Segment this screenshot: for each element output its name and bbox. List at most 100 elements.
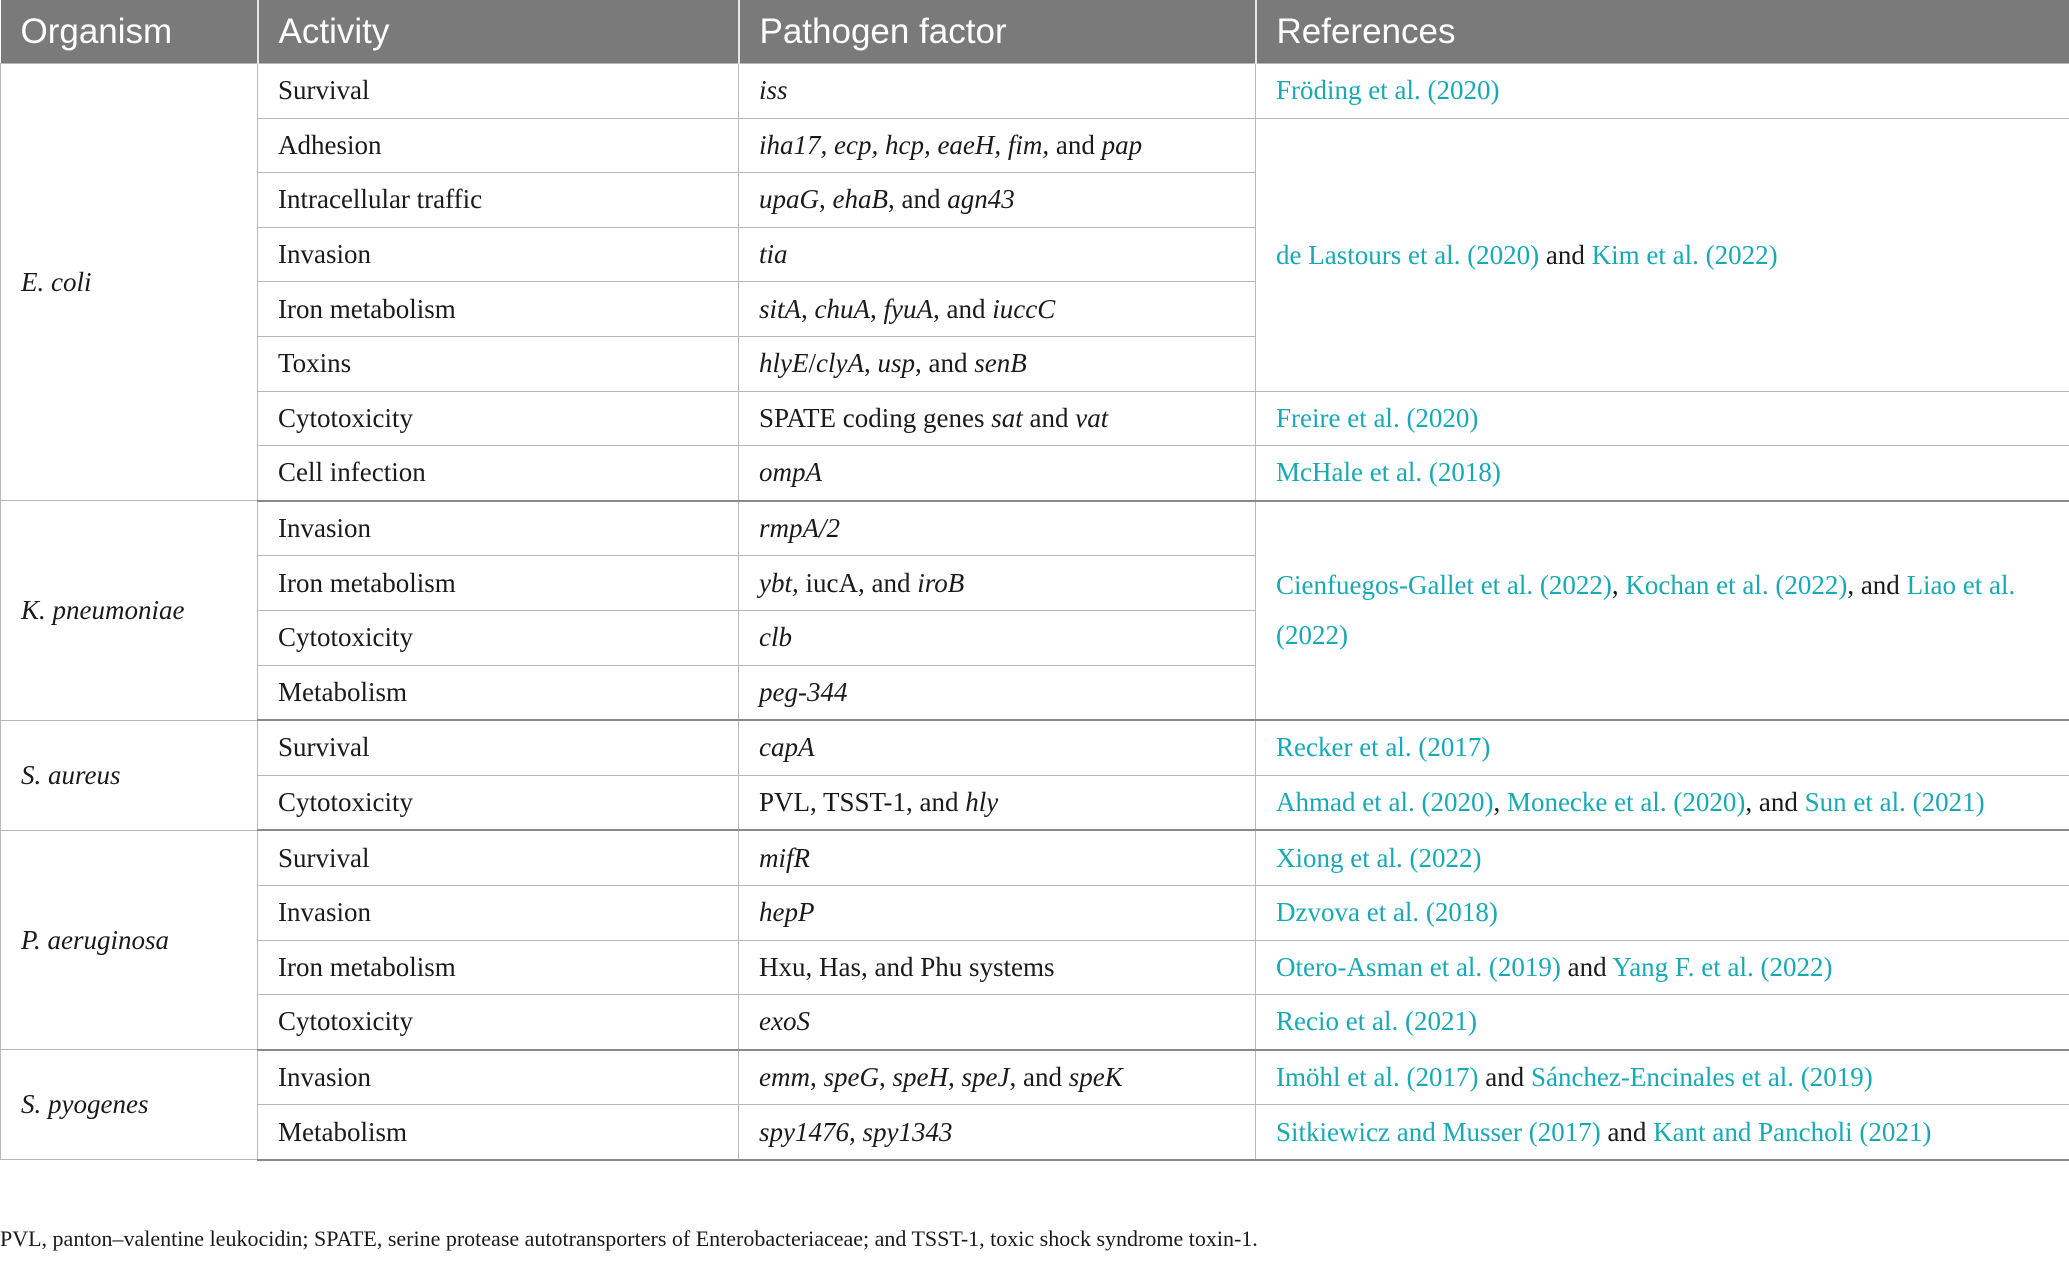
reference-link[interactable]: Recker et al. (2017) (1276, 732, 1491, 763)
reference-link[interactable]: Cienfuegos-Gallet et al. (2022) (1276, 570, 1612, 601)
gene-name: pap (1101, 129, 1143, 160)
organism-cell: S. aureus (0, 719, 258, 831)
pathogen-factor-cell: peg-344 (738, 664, 1256, 722)
factor-text: , (878, 1061, 893, 1092)
reference-link[interactable]: Kochan et al. (2022) (1625, 570, 1848, 601)
pathogen-factor-cell: sitA, chuA, fyuA, and iuccC (738, 281, 1256, 337)
pathogen-factor-cell: SPATE coding genes sat and vat (738, 390, 1256, 447)
gene-name: speK (1068, 1061, 1123, 1092)
table-row: Metabolism spy1476, spy1343 Sitkiewicz and… (1, 1104, 2069, 1161)
gene-name: spy1476 (759, 1116, 849, 1147)
activity-cell: Adhesion (257, 117, 739, 174)
activity-cell: Survival (257, 829, 739, 886)
pathogen-factor-cell: ybt, iucA, and iroB (738, 555, 1256, 611)
gene-name: iha17, ecp, hcp, eaeH, fim, (759, 129, 1050, 160)
gene-name: speG (823, 1061, 879, 1092)
pathogen-factor-cell: mifR (738, 829, 1256, 886)
header-activity: Activity (257, 0, 740, 64)
reference-link[interactable]: Fröding et al. (2020) (1276, 75, 1500, 106)
references-cell: Xiong et al. (2022) (1255, 829, 2069, 886)
table-row: Cytotoxicity PVL, TSST-1, and hly Ahmad et… (1, 774, 2069, 832)
reference-separator: and (1600, 1116, 1654, 1147)
factor-text: , (819, 184, 833, 215)
gene-name: speJ (961, 1061, 1010, 1092)
reference-link[interactable]: Xiong et al. (2022) (1276, 842, 1482, 873)
gene-name: upaG (759, 184, 819, 215)
gene-name: senB (974, 348, 1027, 379)
header-row: Organism Activity Pathogen factor Refere… (0, 0, 2069, 64)
factor-text: , (849, 1116, 863, 1147)
gene-name: agn43 (947, 184, 1015, 215)
gene-name: rmpA/2 (759, 513, 840, 544)
table-row: P. aeruginosa Survival mifR Xiong et al. (2… (0, 829, 2069, 1051)
reference-link[interactable]: Sitkiewicz and Musser (2017) (1276, 1116, 1601, 1147)
pathogen-factor-cell: tia (738, 226, 1256, 283)
references-cell: Otero-Asman et al. (2019) and Yang F. et… (1255, 939, 2069, 996)
references-cell: Dzvova et al. (2018) (1255, 884, 2069, 941)
header-pathogen-factor: Pathogen factor (738, 0, 1257, 64)
reference-link[interactable]: McHale et al. (2018) (1276, 457, 1501, 488)
factor-text: , (947, 1061, 962, 1092)
organism-cell: K. pneumoniae (0, 500, 258, 721)
pathogen-factor-cell: iha17, ecp, hcp, eaeH, fim, and pap (738, 117, 1256, 174)
table-row: Iron metabolism ybt, iucA, and iroB (1, 555, 2069, 611)
activity-cell: Iron metabolism (257, 939, 739, 996)
pathogen-factor-cell: Hxu, Has, and Phu systems (738, 939, 1256, 996)
factor-text: , and (932, 293, 993, 324)
table-row: S. aureus Survival capA Recker et al. (2017… (0, 719, 2069, 831)
gene-name: hly (965, 787, 999, 818)
header-organism: Organism (0, 0, 259, 64)
reference-link[interactable]: de Lastours et al. (2020) (1276, 239, 1540, 270)
gene-name: hepP (759, 897, 815, 928)
activity-cell: Invasion (257, 884, 739, 941)
reference-link[interactable]: Kant and Pancholi (2021) (1653, 1116, 1932, 1147)
factor-text: and (1049, 129, 1102, 160)
header-references: References (1255, 0, 2069, 64)
reference-link[interactable]: Monecke et al. (2020) (1506, 787, 1746, 818)
activity-cell: Cytotoxicity (257, 994, 739, 1051)
reference-link[interactable]: Ahmad et al. (2020) (1276, 787, 1494, 818)
reference-separator: , and (1745, 787, 1805, 818)
table-row: Metabolism peg-344 (1, 664, 2069, 722)
factor-text: PVL, TSST-1, and (759, 787, 966, 818)
gene-name: ehaB (832, 184, 888, 215)
table-row: Adhesion iha17, ecp, hcp, eaeH, fim, and … (1, 117, 2069, 392)
pathogen-factor-cell: ompA (738, 445, 1256, 502)
reference-link[interactable]: Liao et al. (2022) (1276, 570, 2016, 651)
activity-cell: Survival (257, 719, 739, 776)
factor-text: SPATE coding genes (759, 402, 992, 433)
reference-link[interactable]: Freire et al. (2020) (1276, 402, 1479, 433)
pathogen-factor-cell: hlyE/clyA, usp, and senB (738, 335, 1256, 392)
references-cell: Sitkiewicz and Musser (2017) and Kant an… (1255, 1104, 2069, 1161)
pathogen-factor-cell: emm, speG, speH, speJ, and speK (738, 1049, 1256, 1106)
gene-name: clyA (816, 348, 864, 379)
factor-text: , (809, 1061, 824, 1092)
activity-cell: Invasion (257, 226, 739, 283)
references-cell: Recker et al. (2017) (1255, 719, 2069, 776)
references-cell: de Lastours et al. (2020) and Kim et al.… (1255, 117, 2069, 392)
pathogen-factor-cell: PVL, TSST-1, and hly (738, 774, 1256, 832)
table-body: E. coli Survival iss Fröding et al. (2020) A… (0, 62, 2069, 1161)
gene-name: spy1343 (862, 1116, 953, 1147)
table-row: S. pyogenes Invasion emm, speG, speH, speJ… (0, 1049, 2069, 1161)
virulence-factor-table: Organism Activity Pathogen factor Refere… (0, 0, 2069, 1161)
reference-link[interactable]: Sánchez-Encinales et al. (2019) (1530, 1061, 1873, 1092)
gene-name: vat (1075, 402, 1109, 433)
activity-cell: Metabolism (257, 664, 739, 722)
activity-cell: Cytotoxicity (257, 774, 739, 832)
references-cell: Imöhl et al. (2017) and Sánchez-Encinale… (1255, 1049, 2069, 1106)
reference-link[interactable]: Yang F. et al. (2022) (1612, 951, 1833, 982)
activity-cell: Intracellular traffic (257, 172, 739, 228)
reference-link[interactable]: Otero-Asman et al. (2019) (1276, 951, 1561, 982)
reference-link[interactable]: Recio et al. (2021) (1276, 1006, 1477, 1037)
reference-separator: , (1493, 787, 1507, 818)
reference-link[interactable]: Sun et al. (2021) (1804, 787, 1985, 818)
gene-name: ompA (759, 457, 822, 488)
reference-link[interactable]: Kim et al. (2022) (1591, 239, 1778, 270)
factor-text: , and (887, 184, 948, 215)
reference-link[interactable]: Dzvova et al. (2018) (1276, 897, 1498, 928)
activity-cell: Cytotoxicity (257, 609, 739, 666)
factor-text: , (863, 348, 878, 379)
table-row: Intracellular traffic upaG, ehaB, and agn… (1, 172, 2069, 228)
reference-link[interactable]: Imöhl et al. (2017) (1276, 1061, 1479, 1092)
